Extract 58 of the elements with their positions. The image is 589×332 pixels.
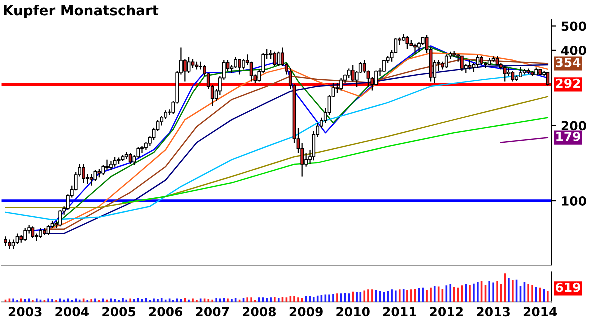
candlestick xyxy=(340,78,344,92)
x-tick-label: 2008 xyxy=(242,307,276,317)
candlestick xyxy=(476,54,480,69)
candlestick xyxy=(187,56,191,74)
candlestick xyxy=(503,66,507,82)
candlestick xyxy=(519,66,522,78)
y-tick-label: 100 xyxy=(562,196,586,206)
candlestick xyxy=(46,224,50,236)
candlestick xyxy=(16,233,20,246)
x-tick-label: 2007 xyxy=(196,307,230,317)
candlestick xyxy=(468,60,472,70)
candlestick xyxy=(82,164,86,184)
candlestick xyxy=(58,210,62,228)
x-tick-label: 2003 xyxy=(8,307,42,317)
candlestick xyxy=(90,174,94,186)
x-tick-label: 2006 xyxy=(149,307,183,317)
candlestick xyxy=(106,159,109,171)
y-tick-label: 200 xyxy=(562,121,586,131)
candlestick xyxy=(39,227,42,239)
x-tick-label: 2009 xyxy=(290,307,323,317)
x-tick-label: 2004 xyxy=(56,307,89,317)
candlestick xyxy=(250,61,254,82)
data-label: 179 xyxy=(556,132,580,142)
candlestick xyxy=(444,54,448,69)
ref-line-label: 292 xyxy=(556,78,580,88)
candlestick xyxy=(113,156,117,168)
x-tick-label: 2011 xyxy=(383,307,416,317)
candlestick xyxy=(4,236,8,247)
candlestick xyxy=(418,42,421,52)
candlestick xyxy=(546,71,550,86)
candlestick xyxy=(511,70,515,82)
x-tick-label: 2013 xyxy=(477,307,510,317)
line-series xyxy=(5,72,549,221)
candlestick xyxy=(414,43,417,56)
candlestick xyxy=(336,82,340,94)
data-label: 354 xyxy=(556,58,581,68)
candlestick xyxy=(8,239,12,250)
text: 619 xyxy=(556,282,580,292)
y-tick-label: 400 xyxy=(561,46,586,56)
x-tick-label: 2012 xyxy=(430,307,463,317)
y-tick-label: 500 xyxy=(562,22,586,32)
candlestick xyxy=(460,55,464,72)
x-tick-label: 2010 xyxy=(336,307,370,317)
line-series xyxy=(5,96,549,208)
candlestick xyxy=(238,58,242,76)
candlestick xyxy=(242,58,246,70)
candlestick xyxy=(31,226,35,239)
x-tick-label: 2014 xyxy=(524,307,558,317)
candlestick xyxy=(277,51,281,68)
candlestick xyxy=(128,152,132,166)
chart-title: Kupfer Monatschart xyxy=(4,4,159,18)
candlestick xyxy=(24,227,28,242)
line-series xyxy=(122,117,549,204)
candlestick xyxy=(234,56,238,69)
candlestick xyxy=(406,36,410,50)
candlestick xyxy=(183,58,187,82)
x-tick-label: 2005 xyxy=(102,307,136,317)
candlestick xyxy=(273,51,277,68)
